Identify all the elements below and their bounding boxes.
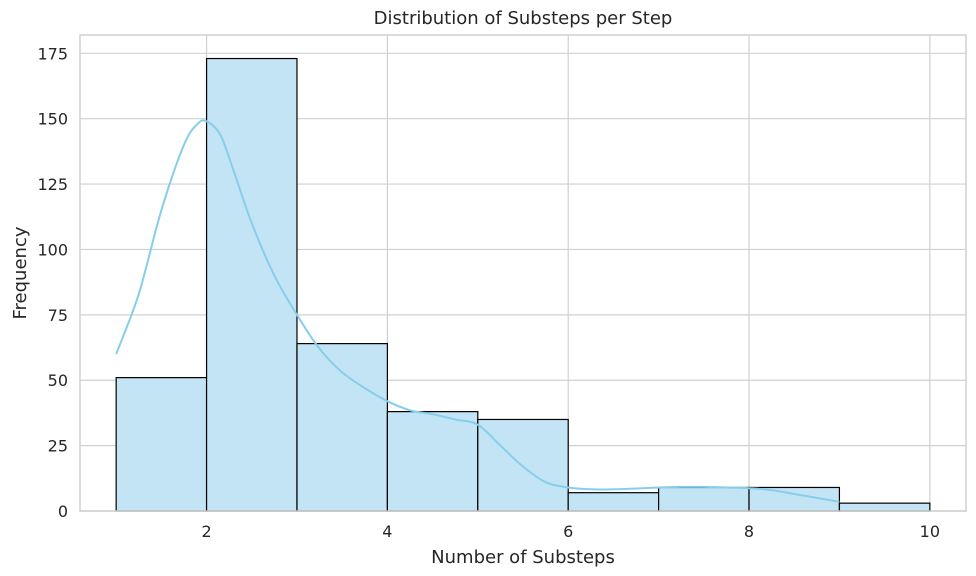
histogram-bar [205,57,298,512]
bars-layer [115,57,931,512]
x-tick-label: 8 [744,522,754,541]
histogram-bar [386,411,479,512]
y-tick-label: 50 [48,371,68,390]
y-tick-label: 0 [58,502,68,521]
y-tick-labels: 0 25 50 75 100 125 150 175 [37,44,68,521]
histogram-bar [567,492,660,512]
histogram-bar [115,377,208,512]
chart-title: Distribution of Substeps per Step [374,8,673,29]
x-tick-label: 4 [382,522,392,541]
y-tick-label: 150 [37,110,68,129]
kde-curve [115,119,840,503]
kde-layer [115,119,840,503]
histogram-bar [296,343,388,512]
x-tick-label: 2 [201,522,211,541]
histogram-bar [838,502,931,512]
y-tick-label: 175 [37,44,68,63]
x-tick-label: 6 [563,522,573,541]
x-tick-labels: 2 4 6 8 10 [201,522,940,541]
y-tick-label: 125 [37,175,68,194]
y-tick-label: 25 [48,437,68,456]
plot-frame [79,34,967,512]
y-axis-label: Frequency [10,226,31,319]
y-tick-label: 100 [37,240,68,259]
x-axis-label: Number of Substeps [431,547,615,568]
x-tick-label: 10 [920,522,940,541]
histogram-bar [658,486,750,512]
y-tick-label: 75 [48,306,68,325]
